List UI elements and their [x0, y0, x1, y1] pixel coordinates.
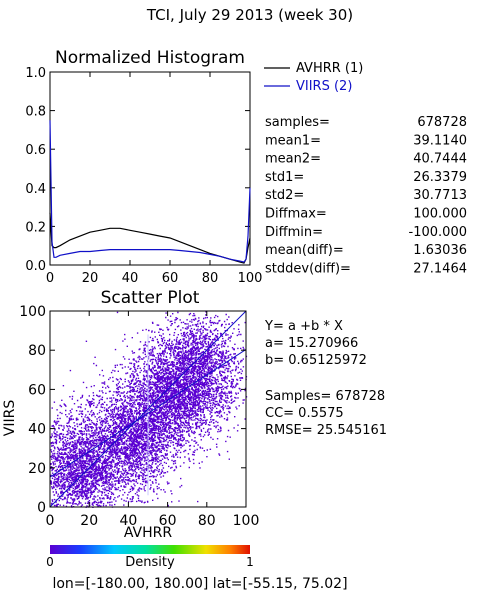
legend-label-viirs: VIIRS (2) [296, 79, 352, 94]
histogram-title: Normalized Histogram [55, 48, 245, 68]
regression-info: Y= a +b * X a= 15.270966 b= 0.65125972 S… [264, 319, 387, 438]
scatter-x-tick-label: 0 [46, 513, 55, 529]
colorbar-min-label: 0 [46, 555, 54, 569]
stats-table: samples= 678728 mean1= 39.1140 mean2= 40.7444… [265, 115, 467, 276]
scatter-lines [49, 310, 247, 508]
hist-x-tick-label: 0 [46, 271, 54, 286]
scatter-x-tick-label: 20 [80, 513, 98, 529]
stat-label: Diffmin= [265, 225, 323, 240]
stat-value: 26.3379 [413, 170, 467, 185]
scatter-x-tick-label: 60 [159, 513, 177, 529]
scatter-xlabel: AVHRR [124, 525, 173, 541]
stat-label: std2= [265, 188, 304, 203]
stat-label: std1= [265, 170, 304, 185]
legend-label-avhrr: AVHRR (1) [296, 61, 363, 76]
histogram-axes [49, 71, 251, 266]
regression-a: a= 15.270966 [265, 336, 358, 351]
regression-cc: CC= 0.5575 [265, 406, 344, 421]
hist-y-tick-label: 0.8 [25, 105, 46, 120]
stat-value: 30.7713 [413, 188, 467, 203]
regression-b: b= 0.65125972 [265, 353, 367, 368]
stat-value: 1.63036 [413, 243, 467, 258]
scatter-x-tick-label: 100 [233, 513, 260, 529]
hist-y-tick-label: 0.6 [25, 143, 46, 158]
stat-label: samples= [265, 115, 330, 130]
scatter-frame [49, 310, 247, 508]
scatter-ylabel: VIIRS [2, 400, 18, 437]
scatter-fit-line [49, 349, 247, 478]
stat-value: 678728 [417, 115, 467, 130]
stat-label: mean(diff)= [265, 243, 344, 258]
hist-x-tick-label: 100 [238, 271, 263, 286]
colorbar-label: Density [125, 555, 175, 570]
hist-x-tick-label: 40 [122, 271, 139, 286]
scatter-points [50, 311, 248, 508]
scatter-y-tick-label: 100 [19, 304, 46, 320]
histogram-frame [49, 71, 251, 266]
colorbar [50, 545, 250, 554]
stat-label: Diffmax= [265, 207, 327, 222]
stat-value: 39.1140 [413, 133, 467, 148]
regression-equation: Y= a +b * X [264, 319, 343, 334]
scatter-1:1-line [49, 310, 247, 508]
scatter-y-tick-label: 60 [28, 382, 46, 398]
hist-y-tick-label: 1.0 [25, 66, 46, 81]
scatter-density-cloud [50, 311, 248, 508]
stat-value: 40.7444 [413, 152, 467, 167]
hist-x-tick-label: 60 [162, 271, 179, 286]
stat-value: 100.000 [413, 207, 467, 222]
histogram-legend: AVHRR (1) VIIRS (2) [264, 61, 363, 94]
stat-value: 27.1464 [413, 261, 467, 276]
page-title: TCI, July 29 2013 (week 30) [146, 6, 353, 24]
scatter-y-tick-label: 40 [28, 422, 46, 438]
hist-series-line [49, 212, 251, 264]
scatter-y-tick-label: 0 [37, 500, 46, 516]
regression-rmse: RMSE= 25.545161 [265, 423, 387, 438]
stat-value: -100.000 [409, 225, 467, 240]
histogram-ticks: 0 20 40 60 80 100 0.0 0.2 0.4 0.6 0.8 1.0 [25, 66, 262, 286]
scatter-ticks: 0 20 40 60 80 100 0 20 40 60 80 100 [19, 304, 259, 529]
scatter-y-tick-label: 80 [28, 343, 46, 359]
footer-coordinates: lon=[-180.00, 180.00] lat=[-55.15, 75.02… [52, 576, 347, 592]
hist-y-tick-label: 0.0 [25, 259, 46, 274]
regression-samples: Samples= 678728 [265, 389, 385, 404]
stat-label: mean1= [265, 133, 321, 148]
stat-label: mean2= [265, 152, 321, 167]
scatter-x-tick-label: 40 [119, 513, 137, 529]
colorbar-max-label: 1 [246, 555, 254, 569]
stat-label: stddev(diff)= [265, 261, 351, 276]
hist-y-tick-label: 0.2 [25, 220, 46, 235]
scatter-x-tick-label: 80 [198, 513, 216, 529]
histogram-lines [49, 120, 251, 264]
scatter-y-tick-label: 20 [28, 461, 46, 477]
hist-series-line [49, 120, 251, 263]
scatter-title: Scatter Plot [101, 288, 200, 308]
hist-y-tick-label: 0.4 [25, 182, 46, 197]
hist-x-tick-label: 20 [82, 271, 99, 286]
hist-x-tick-label: 80 [202, 271, 219, 286]
